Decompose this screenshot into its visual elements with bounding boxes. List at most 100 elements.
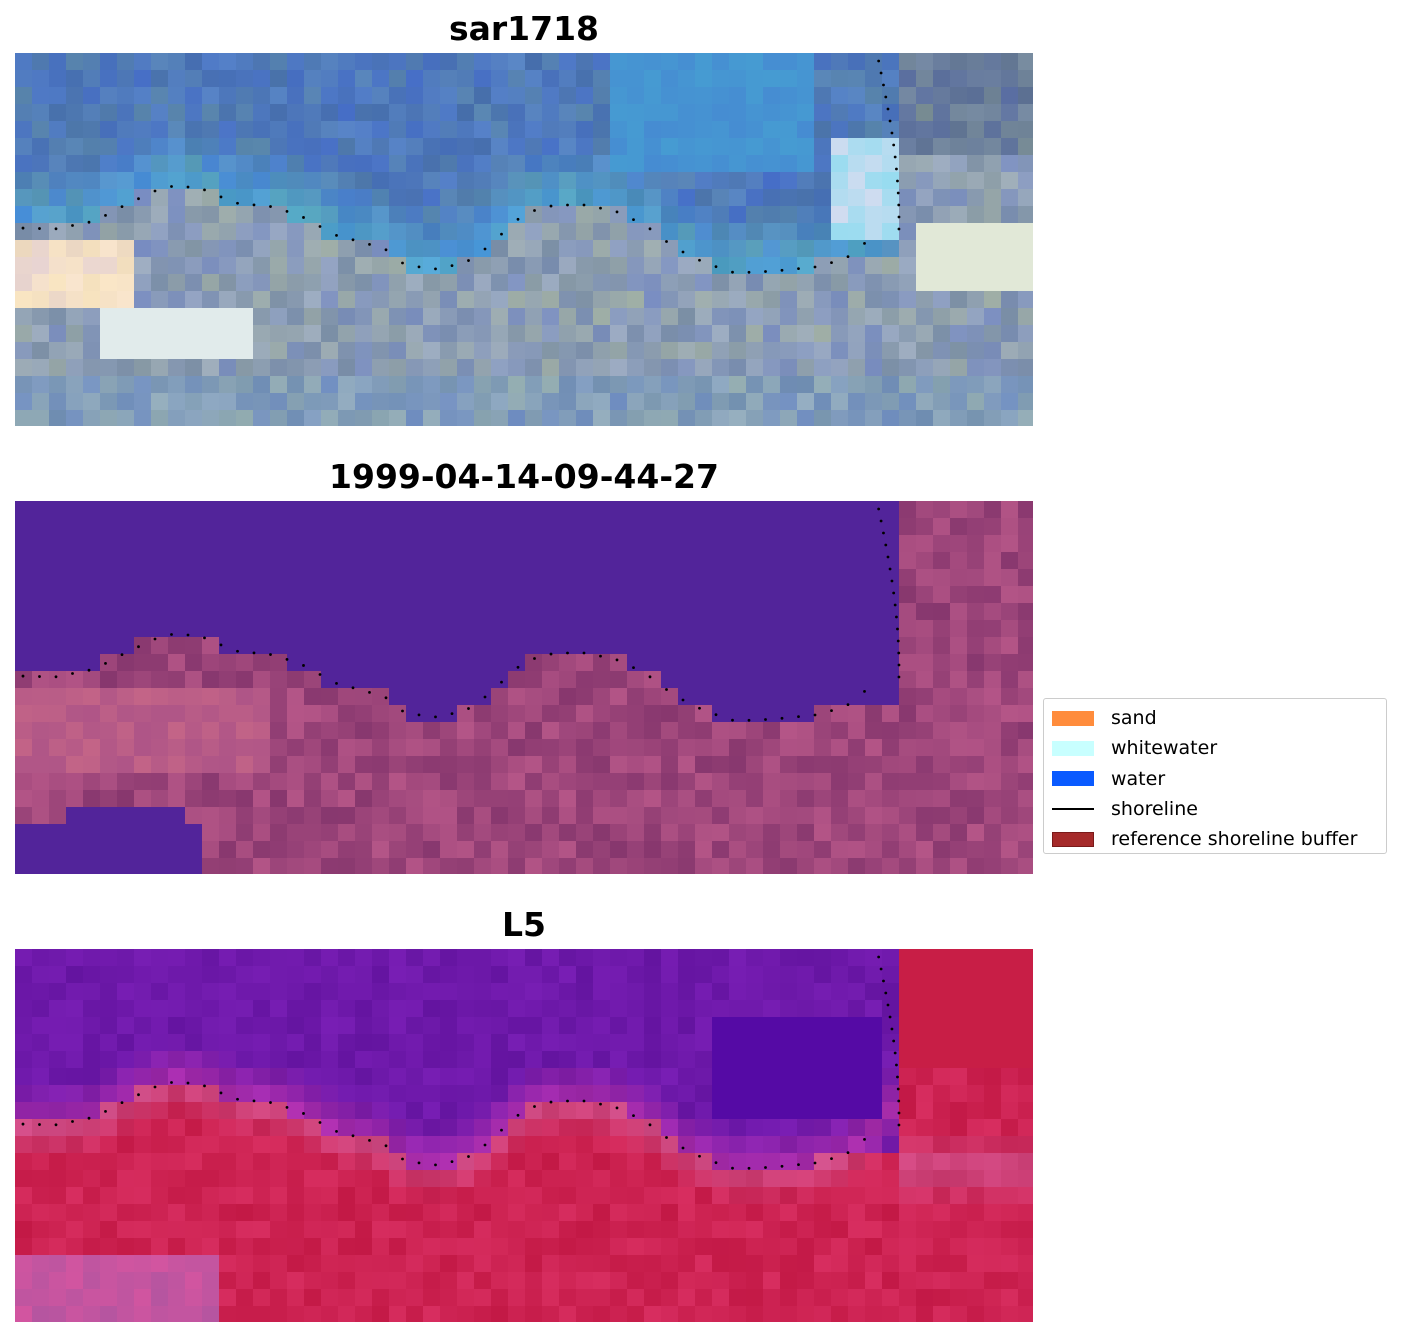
shoreline-dot	[665, 1136, 668, 1139]
shoreline-dot	[897, 1099, 901, 1103]
shoreline-dot	[170, 1081, 173, 1084]
shoreline-dot	[137, 1093, 140, 1097]
shoreline-dot	[170, 633, 173, 636]
shoreline-dot	[897, 651, 901, 655]
shoreline-dot	[846, 255, 850, 258]
shoreline-dot	[368, 1138, 371, 1142]
shoreline-dot	[153, 189, 157, 193]
shoreline-dot	[203, 188, 206, 192]
shoreline-dot	[731, 1166, 734, 1170]
shoreline-dot	[417, 265, 421, 269]
shoreline-dot	[467, 259, 470, 262]
shoreline-dot	[895, 615, 898, 619]
shoreline-dot	[450, 1160, 454, 1163]
whitewater-swatch	[1052, 740, 1094, 756]
shoreline-dot	[549, 204, 553, 208]
shoreline-dot	[302, 664, 305, 667]
shoreline-dot	[882, 979, 885, 983]
shoreline-dot	[599, 206, 602, 210]
shoreline-dot	[886, 555, 890, 559]
shoreline-dot	[104, 214, 107, 217]
shoreline-dot	[747, 1166, 751, 1170]
shoreline-dot	[863, 1138, 866, 1141]
legend-item-whitewater: whitewater	[1044, 733, 1386, 763]
shoreline-dot	[483, 247, 487, 251]
shoreline-dot	[351, 238, 355, 242]
shoreline-dot	[120, 653, 124, 656]
shoreline-dot	[417, 713, 421, 717]
shoreline-dot	[830, 261, 833, 264]
shoreline-dot	[698, 1154, 701, 1158]
shoreline-dot	[236, 201, 239, 205]
shoreline-dot	[252, 651, 256, 655]
shoreline-dot	[582, 1099, 586, 1103]
shoreline-dot	[516, 665, 520, 669]
shoreline-dot	[681, 698, 685, 702]
shoreline-dot	[219, 195, 223, 199]
shoreline-dot	[632, 218, 635, 222]
shoreline-dot	[877, 59, 881, 63]
shoreline-dot	[780, 716, 784, 720]
legend-label: sand	[1111, 707, 1157, 730]
shoreline-dot	[450, 712, 454, 715]
shoreline-dot	[203, 1084, 206, 1088]
shoreline-dot	[764, 270, 767, 273]
shoreline-dot	[884, 991, 888, 995]
shoreline-dot	[252, 203, 256, 207]
shoreline-dot	[500, 680, 503, 684]
shoreline-dot	[252, 1099, 256, 1103]
shoreline-dot	[830, 1157, 833, 1160]
shoreline-dot	[884, 95, 888, 99]
shoreline-dot	[137, 197, 140, 201]
shoreline-dot	[219, 643, 223, 647]
shoreline-dot	[681, 250, 685, 254]
shoreline-dot	[269, 205, 272, 208]
shoreline-dot	[897, 1111, 901, 1115]
shoreline-dot	[318, 1121, 322, 1124]
shoreline-dot	[877, 507, 881, 511]
shoreline-dot	[368, 690, 371, 694]
shoreline-dot	[87, 1116, 91, 1120]
shoreline-dot	[516, 217, 520, 221]
shoreline-dot	[797, 1163, 800, 1167]
shoreline-dot	[71, 1120, 74, 1123]
shoreline-dot	[71, 672, 74, 675]
panel-title-index: L5	[502, 905, 546, 944]
shoreline-dot	[21, 1122, 25, 1126]
shoreline-dot	[549, 652, 553, 656]
shoreline-dot	[87, 668, 91, 672]
shoreline-dot	[747, 718, 751, 722]
shoreline-dot	[54, 1123, 58, 1127]
shoreline-dot	[886, 107, 890, 111]
shoreline-dot	[863, 690, 866, 693]
shoreline-dot	[615, 1106, 619, 1110]
shoreline-dot	[714, 713, 718, 717]
shoreline-dot	[302, 216, 305, 219]
shoreline-dot	[54, 227, 58, 231]
shoreline-dot	[665, 688, 668, 691]
shoreline-dot	[896, 627, 899, 631]
shoreline-dot	[38, 227, 41, 230]
shoreline-dot	[884, 543, 888, 547]
shoreline-dot	[892, 143, 896, 147]
shoreline-dot	[566, 1099, 569, 1103]
shoreline-dot	[895, 1063, 898, 1067]
shoreline-dot	[897, 203, 901, 207]
legend-item-sand: sand	[1044, 703, 1386, 733]
rgb-image-panel	[15, 53, 1033, 426]
shoreline-dot	[896, 179, 899, 183]
shoreline-dot	[384, 1144, 388, 1148]
shoreline-dot	[632, 666, 635, 670]
shoreline-dot	[38, 675, 41, 678]
shoreline-dot	[104, 662, 107, 665]
shoreline-dot	[203, 636, 206, 640]
shoreline-dot	[714, 265, 718, 269]
shoreline-dot	[714, 1161, 718, 1165]
shoreline-dot	[879, 71, 883, 75]
shoreline-dot	[731, 718, 734, 722]
shoreline-dot	[896, 1087, 900, 1091]
shoreline-dot	[892, 591, 896, 595]
shoreline-dot	[54, 675, 58, 679]
shoreline-dot	[698, 706, 701, 710]
sand-swatch	[1052, 710, 1094, 726]
